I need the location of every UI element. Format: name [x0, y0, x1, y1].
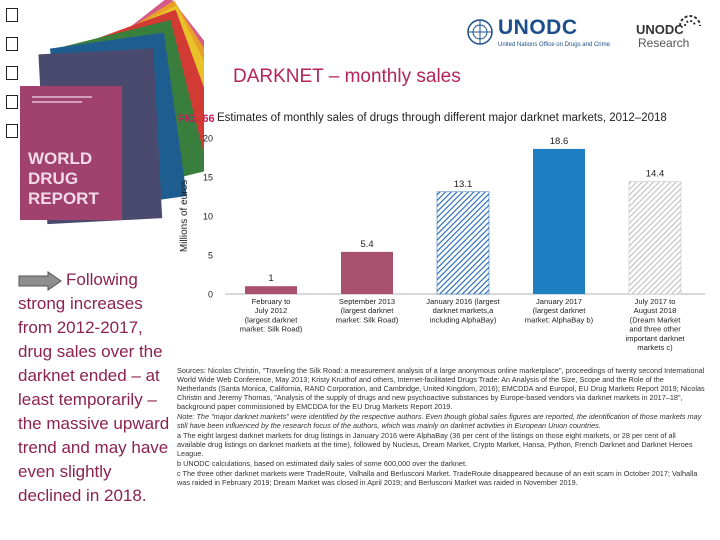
x-tick-label: July 2017 to	[635, 297, 676, 306]
bullet-box	[6, 124, 18, 138]
y-tick-label: 20	[203, 134, 213, 144]
research-rings-icon	[679, 15, 701, 27]
figure-notes: Sources: Nicolas Christin, "Traveling th…	[177, 366, 705, 488]
y-axis-label: Millions of euros	[179, 180, 190, 252]
x-tick-label: August 2018	[634, 306, 677, 315]
notes-footnote-a: a The eight largest darknet markets for …	[177, 431, 693, 458]
x-tick-label: September 2013	[339, 297, 395, 306]
unodc-name: UNODC	[498, 16, 578, 39]
x-tick-label: markets c)	[637, 343, 673, 352]
figure-label: FIG. 66	[178, 113, 215, 125]
bar	[245, 286, 297, 294]
research-subtitle: Research	[638, 36, 690, 50]
bar-value-label: 18.6	[550, 136, 569, 147]
x-tick-label: and three other	[629, 325, 681, 334]
unodc-subtitle: United Nations Office on Drugs and Crime	[498, 42, 610, 48]
research-name: UNODC	[636, 22, 684, 37]
x-tick-label: (Dream Market	[630, 315, 682, 324]
y-tick-label: 15	[203, 173, 213, 183]
unodc-research-logo: UNODC Research	[636, 8, 716, 50]
y-tick-label: 0	[208, 290, 213, 300]
y-tick-label: 5	[208, 251, 213, 261]
x-tick-label: (largest darknet	[245, 315, 299, 324]
x-tick-label: (largest darknet	[341, 306, 395, 315]
slide-title: DARKNET – monthly sales	[233, 66, 461, 87]
unodc-logo: UNODC United Nations Office on Drugs and…	[466, 16, 626, 50]
bar-value-label: 5.4	[360, 239, 373, 250]
bullet-box	[6, 37, 18, 51]
x-tick-label: market: Silk Road)	[336, 315, 399, 324]
bullet-boxes	[6, 8, 20, 153]
x-tick-label: (largest darknet	[533, 306, 587, 315]
bar	[628, 181, 682, 295]
bar	[533, 148, 585, 294]
bullet-box	[6, 95, 18, 109]
summary-text: Following strong increases from 2012-201…	[18, 268, 176, 508]
bullet-box	[6, 66, 18, 80]
y-tick-label: 10	[203, 212, 213, 222]
notes-footnote-b: b UNODC calculations, based on estimated…	[177, 459, 468, 468]
x-tick-label: February to	[252, 297, 291, 306]
x-tick-label: darknet markets,a	[433, 306, 495, 315]
x-tick-label: July 2012	[255, 306, 288, 315]
x-tick-label: important darknet	[625, 334, 685, 343]
un-emblem-icon	[467, 19, 493, 45]
cover-word-2: DRUG	[28, 169, 78, 188]
bar	[341, 251, 393, 294]
x-tick-label: January 2017	[536, 297, 582, 306]
arrow-right-icon	[18, 270, 62, 291]
report-covers-image: WORLD DRUG REPORT	[20, 0, 204, 225]
bar-value-label: 14.4	[646, 169, 665, 180]
x-tick-label: market: AlphaBay b)	[525, 315, 594, 324]
notes-note: Note: The "major darknet markets" were i…	[177, 412, 702, 430]
x-tick-label: January 2016 (largest	[426, 297, 500, 306]
x-tick-label: market: Silk Road)	[240, 325, 303, 334]
notes-sources: Sources: Nicolas Christin, "Traveling th…	[177, 366, 705, 411]
bullet-box	[6, 8, 18, 22]
bar	[436, 191, 490, 295]
notes-footnote-c: c The three other darknet markets were T…	[177, 469, 698, 487]
summary-body: Following strong increases from 2012-201…	[18, 270, 170, 505]
x-tick-label: including AlphaBay)	[430, 315, 497, 324]
figure-title: Estimates of monthly sales of drugs thro…	[217, 112, 667, 124]
cover-word-3: REPORT	[28, 189, 99, 208]
cover-word-1: WORLD	[28, 149, 92, 168]
bar-value-label: 13.1	[454, 179, 473, 190]
bar-value-label: 1	[268, 273, 273, 284]
